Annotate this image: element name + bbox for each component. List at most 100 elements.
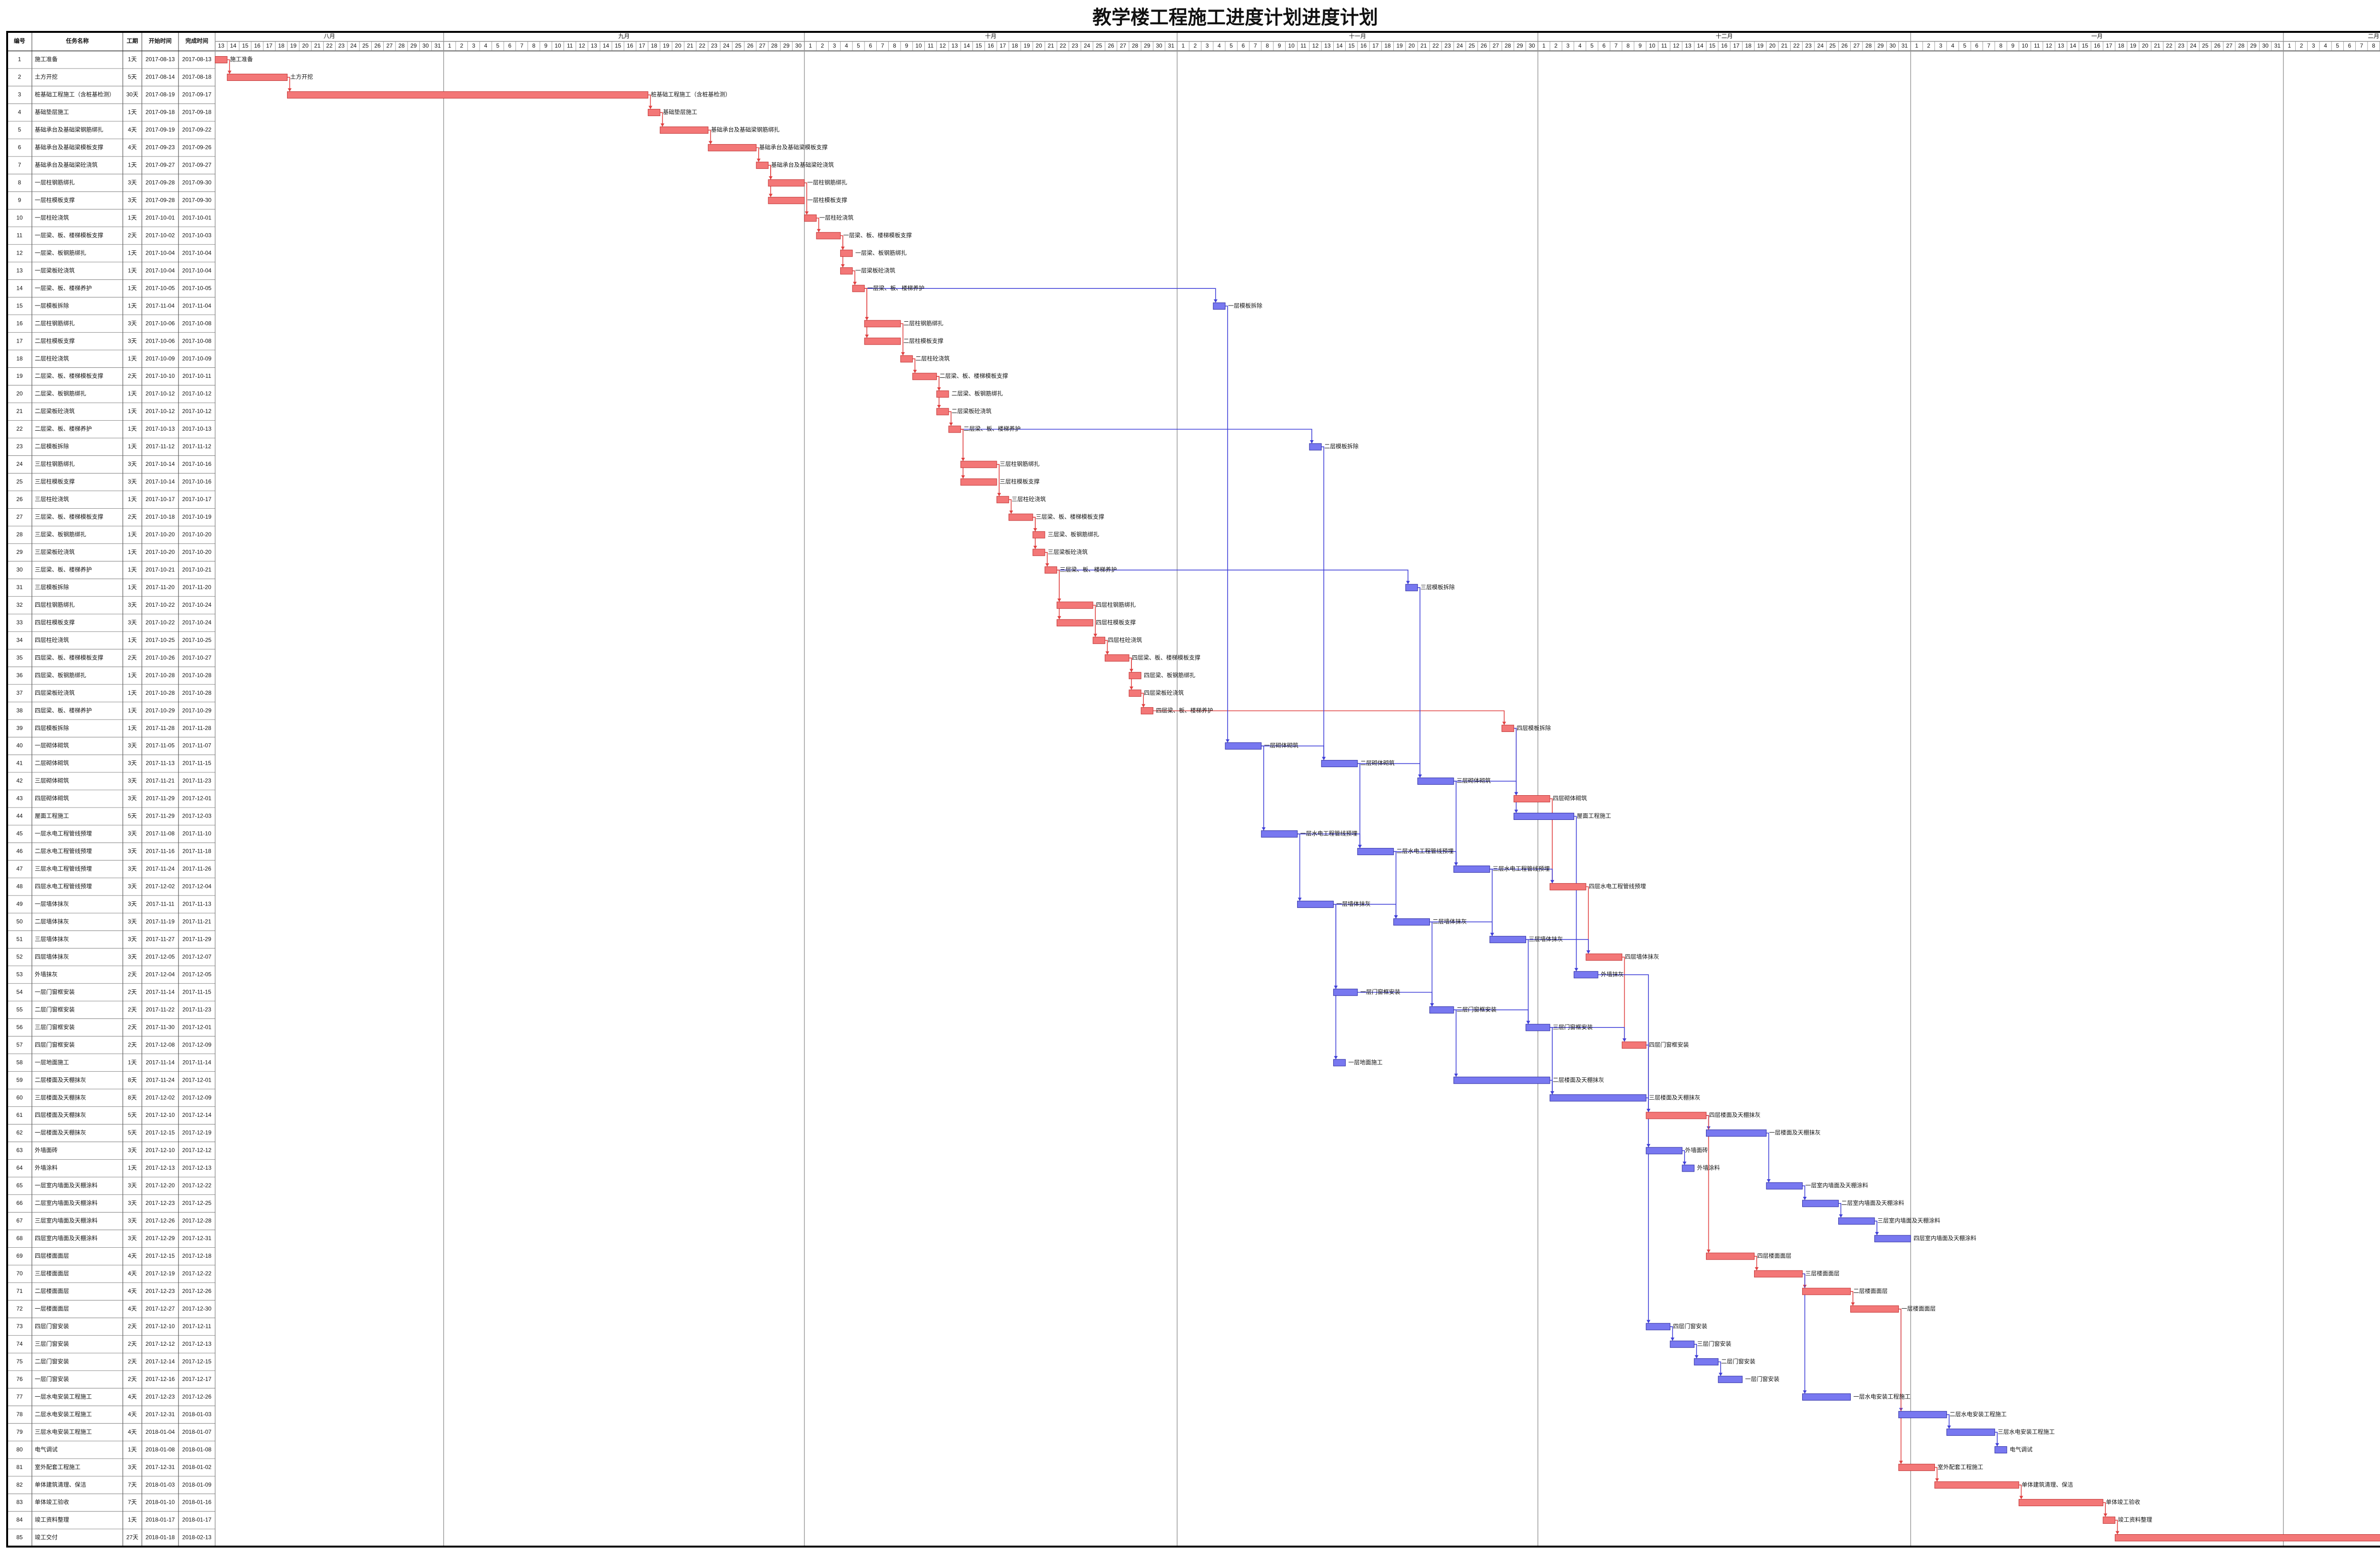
day-label: 14 <box>1697 42 1704 49</box>
day-label: 25 <box>735 42 742 49</box>
dependency-link <box>1514 728 1517 813</box>
day-label: 9 <box>905 42 908 49</box>
bar-label: 一层楼面面层 <box>1902 1305 1936 1312</box>
day-label: 16 <box>988 42 994 49</box>
day-label: 24 <box>723 42 730 49</box>
task-id: 34 <box>16 637 23 643</box>
task-bar <box>1706 1129 1767 1137</box>
task-bar <box>1549 883 1587 890</box>
dependency-link <box>1045 552 1048 566</box>
dependency-link <box>1934 1467 1938 1481</box>
day-label: 21 <box>314 42 321 49</box>
task-bar <box>1429 1006 1454 1014</box>
task-name: 一层楼面面层 <box>35 1305 69 1312</box>
day-label: 19 <box>1757 42 1764 49</box>
task-duration: 1天 <box>128 214 137 221</box>
task-duration: 3天 <box>128 1147 137 1154</box>
bar-label: 三层墙体抹灰 <box>1529 936 1563 942</box>
task-id: 78 <box>16 1411 23 1418</box>
bar-label: 四层门窗安装 <box>1673 1322 1707 1330</box>
link-arrow <box>288 88 292 92</box>
dependency-link <box>1357 763 1421 778</box>
link-arrow <box>1394 915 1398 919</box>
day-label: 27 <box>1854 42 1860 49</box>
task-start: 2017-12-12 <box>146 1341 175 1347</box>
task-id: 69 <box>16 1252 23 1259</box>
task-end: 2017-08-18 <box>182 74 212 80</box>
day-label: 2 <box>821 42 824 49</box>
task-bar <box>1056 619 1093 627</box>
task-end: 2017-12-15 <box>182 1358 212 1365</box>
task-duration: 1天 <box>128 285 137 291</box>
dependency-link <box>1718 1361 1721 1376</box>
day-label: 15 <box>1349 42 1355 49</box>
task-bar <box>1453 1076 1550 1084</box>
task-start: 2017-09-18 <box>146 109 175 116</box>
day-label: 9 <box>544 42 547 49</box>
task-name: 二层梁板砼浇筑 <box>35 407 75 414</box>
task-start: 2017-12-02 <box>146 1094 175 1101</box>
task-start: 2017-10-06 <box>146 337 175 344</box>
task-bar <box>936 408 949 415</box>
task-id: 43 <box>16 795 23 802</box>
day-label: 8 <box>2372 42 2375 49</box>
task-id: 47 <box>16 866 23 872</box>
day-label: 5 <box>2336 42 2339 49</box>
day-label: 29 <box>1144 42 1150 49</box>
day-label: 23 <box>1072 42 1079 49</box>
task-duration: 1天 <box>128 584 137 591</box>
dependency-link <box>1694 1343 1697 1358</box>
task-name: 桩基础工程施工（含桩基检测） <box>35 91 115 98</box>
task-start: 2017-11-12 <box>146 443 175 450</box>
dependency-link <box>2115 1519 2118 1534</box>
task-name: 三层梁、板、楼梯模板支撑 <box>35 513 103 520</box>
day-label: 3 <box>1939 42 1943 49</box>
task-start: 2017-08-13 <box>146 56 175 63</box>
task-name: 一层墙体抹灰 <box>35 901 69 907</box>
task-id: 27 <box>16 513 23 520</box>
task-id: 71 <box>16 1288 23 1294</box>
dependency-link <box>852 270 855 285</box>
task-end: 2017-12-05 <box>182 971 212 977</box>
link-arrow <box>937 405 941 409</box>
task-duration: 3天 <box>128 883 137 890</box>
task-duration: 5天 <box>128 1112 137 1118</box>
task-duration: 4天 <box>128 1270 137 1277</box>
task-bar <box>768 179 805 187</box>
day-label: 12 <box>2046 42 2053 49</box>
bar-label: 二层梁、板、楼梯养护 <box>963 425 1021 432</box>
task-name: 三层楼面面层 <box>35 1270 69 1277</box>
task-start: 2017-11-11 <box>146 901 175 907</box>
task-start: 2017-11-08 <box>146 830 175 837</box>
chart-frame <box>6 31 2380 1548</box>
day-label: 17 <box>1372 42 1379 49</box>
task-end: 2017-11-23 <box>182 1006 211 1013</box>
task-name: 二层室内墙面及天棚涂料 <box>35 1199 98 1206</box>
task-end: 2017-09-17 <box>182 91 212 98</box>
day-label: 29 <box>410 42 417 49</box>
link-arrow <box>1670 1337 1675 1341</box>
bar-label: 室外配套工程施工 <box>1937 1463 1983 1470</box>
bar-label: 一层梁、板、楼梯养护 <box>867 284 924 291</box>
task-duration: 2天 <box>128 1341 137 1347</box>
task-name: 四层梁、板、楼梯养护 <box>35 707 92 714</box>
task-name: 外墙抹灰 <box>35 971 58 977</box>
task-duration: 5天 <box>128 74 137 80</box>
day-label: 27 <box>1493 42 1499 49</box>
task-end: 2017-10-29 <box>182 707 212 714</box>
task-end: 2017-11-21 <box>182 918 211 925</box>
task-duration: 3天 <box>128 1235 137 1242</box>
day-label: 25 <box>1468 42 1475 49</box>
bar-label: 单体建筑清理、保洁 <box>2022 1481 2073 1488</box>
task-end: 2017-12-19 <box>182 1129 212 1136</box>
dependency-link <box>1297 833 1360 848</box>
day-label: 8 <box>893 42 896 49</box>
dependency-link <box>1057 570 1408 584</box>
task-bar <box>660 126 709 134</box>
task-name: 三层墙体抹灰 <box>35 936 69 942</box>
task-name: 一层梁、板、楼梯模板支撑 <box>35 231 103 238</box>
task-bar <box>1489 936 1527 943</box>
day-label: 26 <box>1841 42 1848 49</box>
task-end: 2017-09-30 <box>182 197 212 203</box>
day-label: 6 <box>508 42 512 49</box>
